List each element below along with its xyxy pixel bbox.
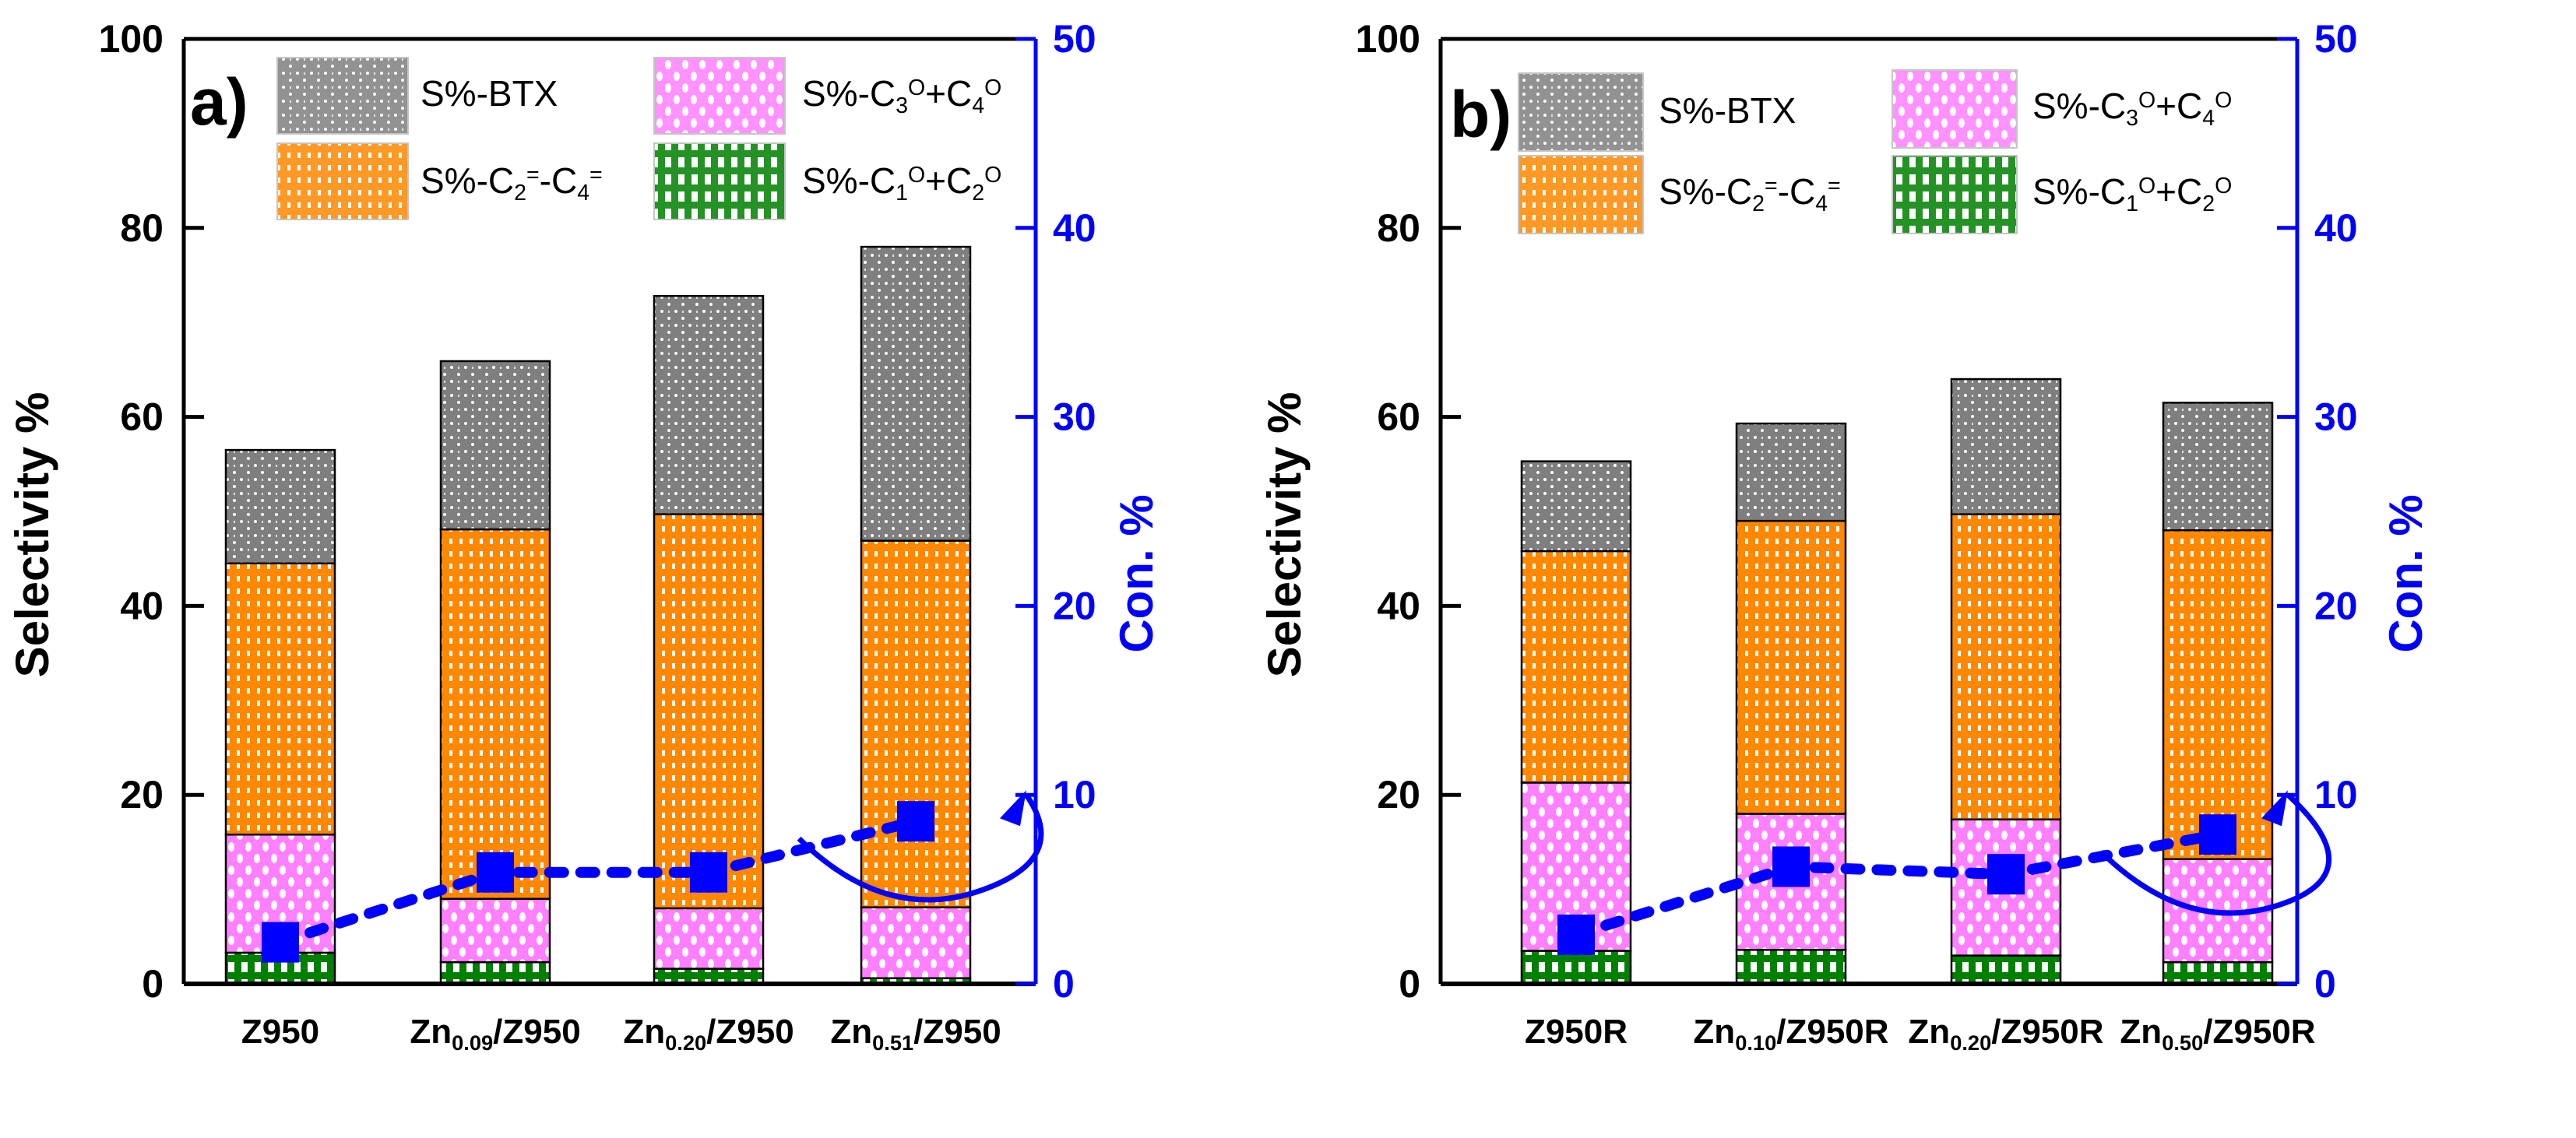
conversion-line	[275, 816, 921, 948]
legend-label-gray: S%-BTX	[1659, 90, 1796, 131]
bar-segment-orange	[1950, 513, 2062, 821]
conversion-point	[262, 922, 299, 963]
bar-segment-gray	[1735, 422, 1847, 522]
panel-b: Z950R Zn0.10/Z950R Zn0.20/Z950R Zn0.50/Z950…	[1258, 17, 2432, 1055]
legend-swatch-orange	[1518, 155, 1644, 234]
bar-segment-gray	[2162, 402, 2274, 532]
left-tick-label: 100	[99, 17, 164, 61]
left-tick-label: 0	[142, 962, 164, 1006]
conversion-point	[690, 852, 727, 893]
legend-swatch-gray	[1518, 72, 1644, 152]
left-tick-label: 20	[1377, 773, 1420, 817]
right-tick-label: 10	[1053, 773, 1096, 817]
x-tick-label: Zn0.51/Z950	[830, 1013, 1001, 1055]
x-tick-label: Zn0.09/Z950	[410, 1013, 580, 1055]
trend-arrow	[2099, 792, 2331, 916]
x-tick-label: Zn0.20/Z950	[623, 1013, 794, 1055]
right-tick-label: 20	[2314, 584, 2358, 627]
conversion-point	[1772, 846, 1810, 887]
arrow-head-icon	[2261, 790, 2288, 827]
legend-label-green: S%-C1O+C2O	[802, 160, 1001, 205]
legend-label-orange: S%-C2=-C4=	[1659, 171, 1841, 216]
bar-segment-orange	[1520, 550, 1632, 784]
bar-segment-orange	[2162, 529, 2274, 861]
conversion-point	[2199, 814, 2236, 855]
bar-segment-gray	[653, 294, 765, 515]
right-tick-label: 0	[1053, 962, 1075, 1006]
bar-segment-orange	[653, 513, 765, 910]
left-tick-label: 80	[1377, 206, 1420, 250]
x-tick-label: Zn0.20/Z950R	[1908, 1013, 2103, 1055]
legend-swatch-orange	[276, 142, 409, 220]
bar-segment-pink	[860, 906, 972, 979]
x-tick-label: Z950	[241, 1013, 319, 1051]
conversion-point	[1987, 854, 2025, 895]
bar-segment-green	[2162, 961, 2274, 985]
panel-label: b)	[1450, 78, 1511, 151]
x-tick-label: Z950R	[1525, 1013, 1628, 1051]
conversion-point	[1557, 914, 1595, 955]
bar-segment-orange	[1735, 519, 1847, 815]
y-axis-title: Selectivity %	[1258, 392, 1311, 678]
legend-label-gray: S%-BTX	[421, 73, 558, 114]
conversion-point	[477, 852, 514, 893]
left-tick-label: 40	[120, 584, 164, 627]
legend-label-pink: S%-C3O+C4O	[802, 73, 1001, 118]
bar-segment-gray	[439, 360, 551, 531]
panel-a: Z950 Zn0.09/Z950 Zn0.20/Z950 Zn0.51/Z950 0 20…	[6, 17, 1163, 1055]
right-tick-label: 10	[2314, 773, 2358, 817]
arrow-head-icon	[1000, 790, 1026, 827]
left-tick-label: 0	[1399, 962, 1420, 1006]
bar-segment-green	[1735, 949, 1847, 985]
bar-segment-gray	[1520, 460, 1632, 553]
bar-segment-pink	[653, 907, 765, 970]
panel-label: a)	[190, 65, 248, 139]
bar-segment-pink	[439, 897, 551, 964]
left-tick-label: 60	[1377, 395, 1420, 439]
y2-axis-title: Con. %	[2380, 494, 2432, 652]
x-tick-label: Zn0.50/Z950R	[2120, 1013, 2315, 1055]
right-tick-label: 50	[1053, 17, 1096, 61]
legend-swatch-pink	[653, 57, 786, 135]
bar-segment-green	[439, 961, 551, 985]
bar-segment-green	[1950, 954, 2062, 985]
x-tick-label: Zn0.10/Z950R	[1693, 1013, 1888, 1055]
legend-label-pink: S%-C3O+C4O	[2032, 86, 2232, 131]
left-tick-label: 20	[120, 773, 164, 817]
left-tick-label: 80	[120, 206, 164, 250]
right-tick-label: 30	[1053, 395, 1096, 439]
legend-swatch-gray	[276, 57, 409, 135]
legend-swatch-green	[653, 142, 786, 220]
right-tick-label: 40	[1053, 206, 1096, 250]
right-tick-label: 30	[2314, 395, 2358, 439]
bar-segment-orange	[224, 562, 336, 836]
bar-segment-orange	[860, 539, 972, 908]
y-axis-title: Selectivity %	[6, 392, 58, 678]
trend-arrow	[797, 793, 1044, 903]
bar-segment-orange	[439, 528, 551, 900]
legend-swatch-pink	[1892, 69, 2018, 149]
bar-segment-gray	[1950, 378, 2062, 515]
right-tick-label: 40	[2314, 206, 2358, 250]
left-tick-label: 60	[120, 395, 164, 439]
legend-label-green: S%-C1O+C2O	[2032, 171, 2232, 216]
right-tick-label: 0	[2314, 962, 2336, 1006]
bar-segment-gray	[860, 245, 972, 542]
bar-segment-green	[1520, 950, 1632, 985]
conversion-line	[1571, 829, 2223, 940]
bar-segment-gray	[224, 448, 336, 565]
right-tick-label: 20	[1053, 584, 1096, 627]
y2-axis-title: Con. %	[1110, 494, 1163, 652]
legend-label-orange: S%-C2=-C4=	[421, 160, 603, 205]
conversion-point	[897, 801, 934, 842]
legend-swatch-green	[1892, 155, 2018, 234]
left-tick-label: 100	[1356, 17, 1420, 61]
left-tick-label: 40	[1377, 584, 1420, 627]
right-tick-label: 50	[2314, 17, 2358, 61]
